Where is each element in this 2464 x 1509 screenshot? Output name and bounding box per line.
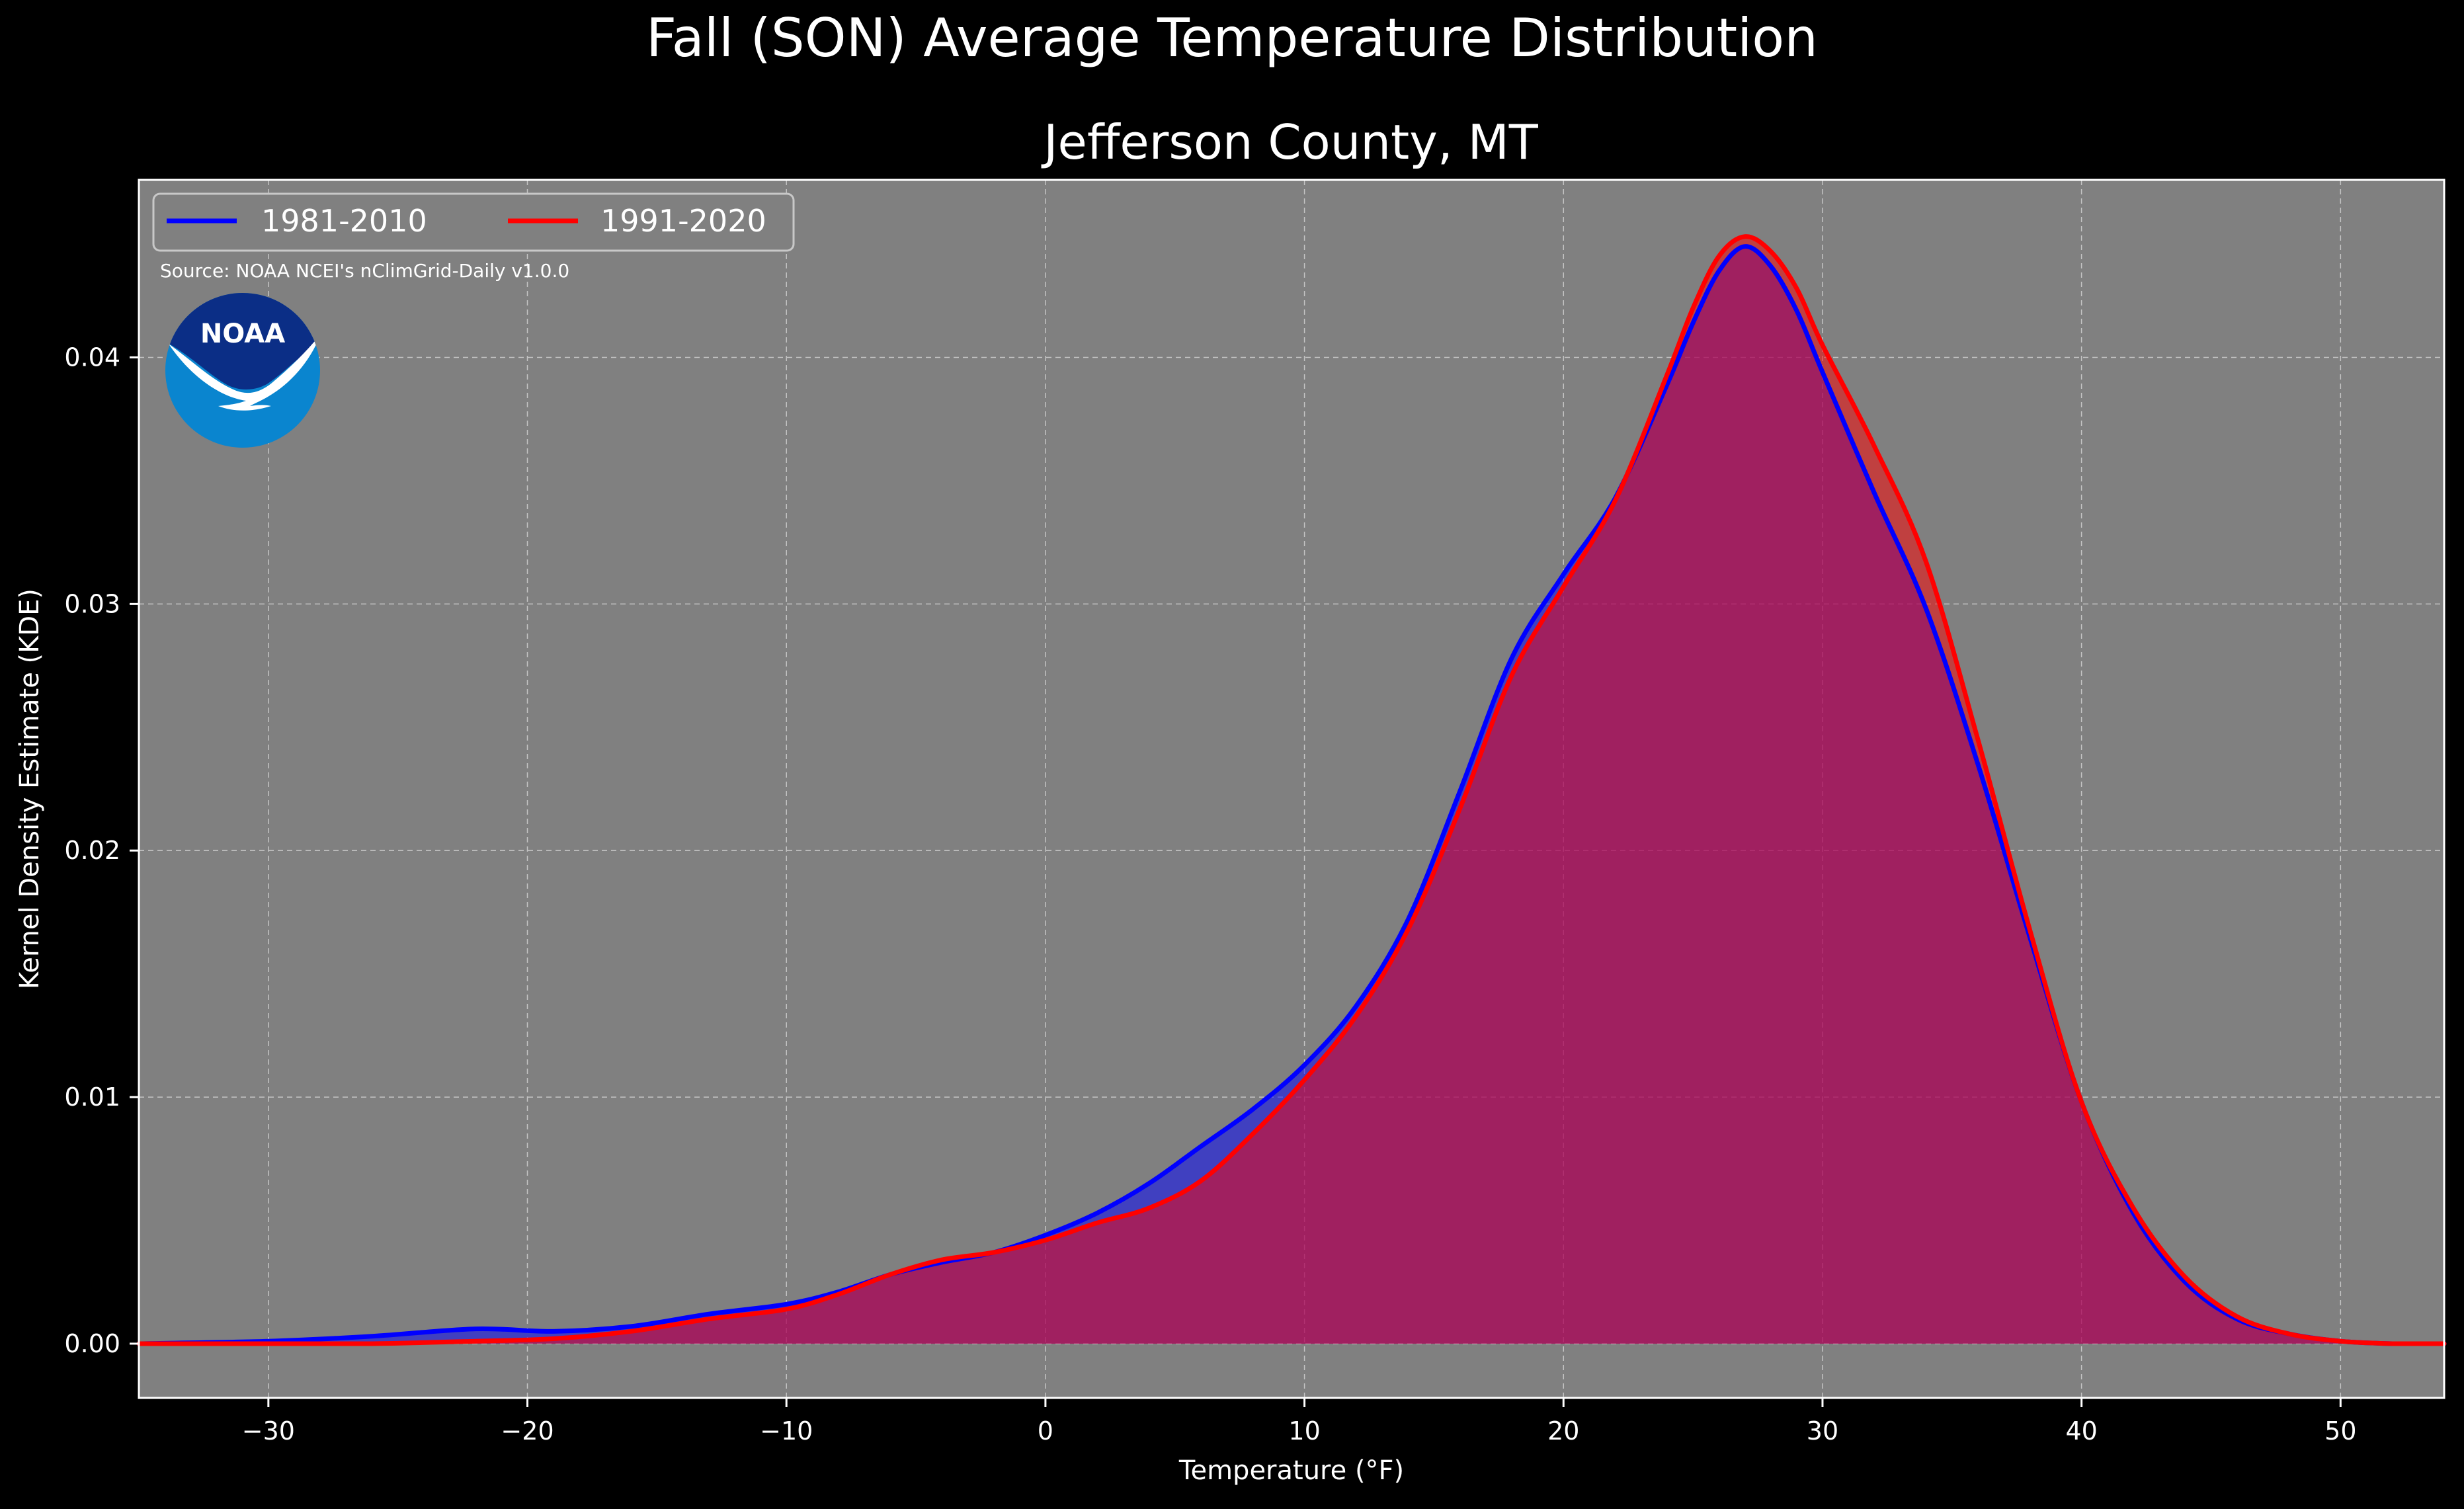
y-tick-label: 0.02 xyxy=(64,836,120,865)
y-axis-label: Kernel Density Estimate (KDE) xyxy=(15,589,45,989)
y-axis: 0.00 0.01 0.02 0.03 0.04 xyxy=(64,343,139,1358)
x-axis-label: Temperature (°F) xyxy=(1178,1455,1404,1486)
y-tick-label: 0.00 xyxy=(64,1329,120,1358)
plot-area xyxy=(136,179,2447,1399)
x-tick-label: 30 xyxy=(1807,1416,1838,1446)
x-tick-label: 0 xyxy=(1038,1416,1053,1446)
y-tick-label: 0.03 xyxy=(64,589,120,618)
x-tick-label: 20 xyxy=(1547,1416,1579,1446)
y-tick-label: 0.01 xyxy=(64,1082,120,1112)
noaa-logo-upper-field xyxy=(165,293,320,389)
y-tick-label: 0.04 xyxy=(64,343,120,372)
x-tick-label: 50 xyxy=(2324,1416,2356,1446)
plot-frame xyxy=(138,179,2445,1399)
x-tick-label: −10 xyxy=(760,1416,813,1446)
x-axis: −30 −20 −10 0 10 20 30 40 50 xyxy=(242,1398,2357,1446)
series-area-1991-2020 xyxy=(139,236,2444,1344)
noaa-logo: NOAA xyxy=(165,293,320,448)
legend-label-1991-2020: 1991-2020 xyxy=(600,203,766,239)
series-line-1991-2020 xyxy=(136,234,2447,1346)
chart-title: Fall (SON) Average Temperature Distribut… xyxy=(646,7,1818,69)
series-line-layer xyxy=(136,234,2447,1346)
x-tick-label: −20 xyxy=(501,1416,554,1446)
source-note: Source: NOAA NCEI's nClimGrid-Daily v1.0… xyxy=(160,260,569,282)
noaa-logo-text: NOAA xyxy=(200,319,285,349)
series-fill-layer xyxy=(139,236,2444,1344)
legend: 1981-2010 1991-2020 xyxy=(152,192,795,252)
x-tick-label: 10 xyxy=(1288,1416,1320,1446)
x-tick-label: −30 xyxy=(242,1416,295,1446)
legend-label-1981-2010: 1981-2010 xyxy=(261,203,427,239)
chart-subtitle: Jefferson County, MT xyxy=(1041,114,1538,170)
noaa-logo-gull xyxy=(169,334,320,411)
legend-frame xyxy=(152,192,795,252)
x-tick-label: 40 xyxy=(2065,1416,2097,1446)
